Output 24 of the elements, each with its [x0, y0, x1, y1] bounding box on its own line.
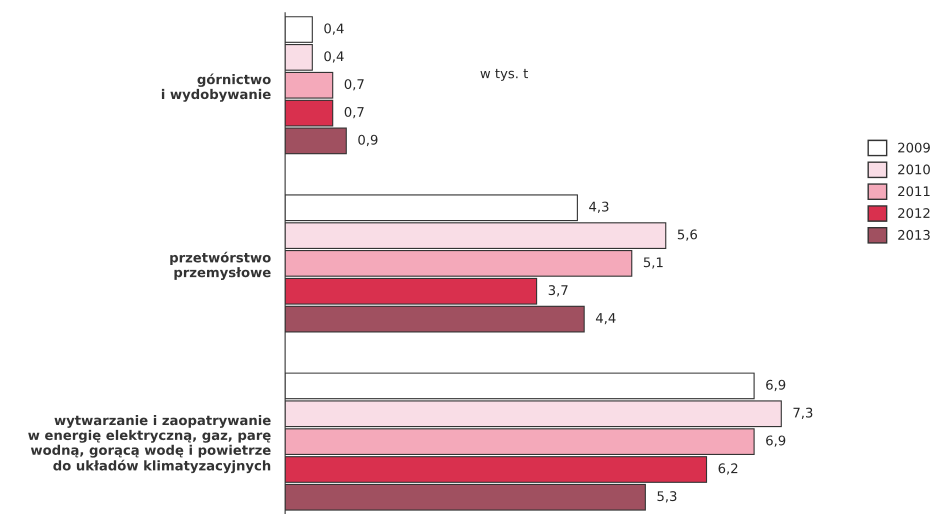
legend-label: 2010 [898, 164, 930, 174]
data-label: 0,7 [344, 79, 364, 90]
data-label: 0,9 [358, 134, 378, 146]
data-label: 3,7 [548, 285, 568, 296]
legend-label: 2013 [898, 230, 930, 240]
data-label: 6,9 [766, 380, 786, 392]
data-label: 4,4 [596, 313, 616, 324]
legend-label: 2009 [898, 142, 930, 153]
y-tick-label: górnictwo i wydobywanie [162, 74, 271, 102]
data-label: 0,4 [324, 23, 344, 35]
data-label: 6,2 [718, 463, 738, 475]
y-tick-label: przetwórstwo przemysłowe [170, 252, 271, 280]
data-label: 7,3 [793, 408, 812, 419]
data-label: 5,1 [644, 257, 663, 269]
annotation: w tys. t [480, 68, 528, 81]
y-tick-label: wytwarzanie i zaopatrywanie w energię elektryczną, gaz, parę wodną, gorącą wodę i powietrze do układów klimatyzacyjnych [28, 415, 271, 474]
data-label: 0,7 [344, 106, 364, 118]
data-label: 4,3 [589, 202, 608, 213]
data-label: 6,9 [766, 435, 786, 447]
data-label: 5,6 [678, 229, 698, 241]
data-label: 5,3 [657, 491, 676, 502]
data-label: 0,4 [324, 51, 344, 63]
legend-label: 2011 [898, 186, 930, 196]
legend-label: 2012 [898, 208, 930, 218]
